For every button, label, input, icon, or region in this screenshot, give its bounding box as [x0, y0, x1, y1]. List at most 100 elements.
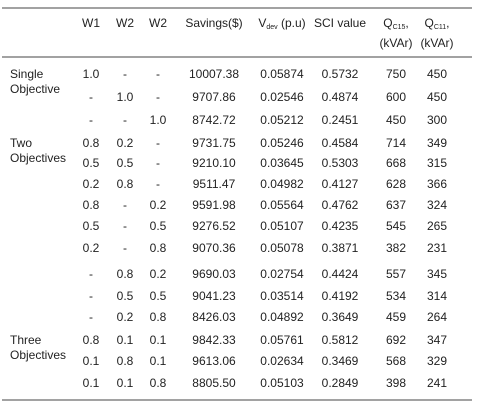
cell: - — [156, 67, 160, 81]
cell: 9842.33 — [192, 333, 236, 347]
cell: - — [123, 241, 127, 255]
cell: 329 — [427, 354, 447, 368]
header-main: V — [258, 16, 266, 30]
cell: 568 — [386, 354, 406, 368]
cell: 9041.23 — [192, 289, 236, 303]
cell: 0.8 — [117, 354, 134, 368]
cell: 0.1 — [83, 376, 100, 390]
group-label: Objective — [10, 82, 60, 96]
cell: - — [123, 67, 127, 81]
cell: 0.2451 — [322, 113, 359, 127]
header-sub: dev — [266, 24, 278, 31]
cell: 324 — [427, 198, 447, 212]
group-label: Two — [10, 136, 32, 150]
cell: 0.8 — [150, 241, 167, 255]
cell: 0.05874 — [260, 67, 304, 81]
cell: 0.03514 — [260, 289, 304, 303]
cell: - — [89, 90, 93, 104]
cell: 0.02754 — [260, 267, 304, 281]
cell: 0.8 — [83, 136, 100, 150]
cell: - — [156, 177, 160, 191]
cell: 264 — [427, 310, 447, 324]
cell: 0.2 — [83, 177, 100, 191]
cell: 9731.75 — [192, 136, 236, 150]
column-header: W2 — [149, 16, 167, 30]
cell: 9276.52 — [192, 219, 236, 233]
cell: - — [156, 156, 160, 170]
cell: 0.8 — [83, 333, 100, 347]
cell: 557 — [386, 267, 406, 281]
cell: 0.3871 — [322, 241, 359, 255]
cell: 545 — [386, 219, 406, 233]
cell: 0.05761 — [260, 333, 304, 347]
cell: 0.1 — [117, 333, 134, 347]
cell: 10007.38 — [189, 67, 239, 81]
cell: 382 — [386, 241, 406, 255]
cell: 0.03645 — [260, 156, 304, 170]
cell: 714 — [386, 136, 406, 150]
cell: 0.5732 — [322, 67, 359, 81]
column-header-unit: (kVAr) — [420, 36, 453, 50]
cell: 366 — [427, 177, 447, 191]
cell: 231 — [427, 241, 447, 255]
cell: 0.5 — [83, 219, 100, 233]
cell: 0.3649 — [322, 310, 359, 324]
cell: 0.1 — [150, 333, 167, 347]
column-header-unit: (kVAr) — [379, 36, 412, 50]
cell: 0.5812 — [322, 333, 359, 347]
cell: - — [89, 113, 93, 127]
cell: 0.05078 — [260, 241, 304, 255]
cell: 0.2 — [117, 310, 134, 324]
cell: 9591.98 — [192, 198, 236, 212]
cell: 0.05212 — [260, 113, 304, 127]
cell: 0.2 — [83, 241, 100, 255]
cell: 0.05564 — [260, 198, 304, 212]
cell: 9690.03 — [192, 267, 236, 281]
cell: 0.2 — [150, 198, 167, 212]
cell: 0.2 — [117, 136, 134, 150]
header-main: Q — [424, 16, 433, 30]
cell: 1.0 — [150, 113, 167, 127]
cell: 0.1 — [150, 354, 167, 368]
cell: 0.2 — [150, 267, 167, 281]
cell: 0.1 — [117, 376, 134, 390]
cell: 0.4584 — [322, 136, 359, 150]
cell: 450 — [386, 113, 406, 127]
cell: 241 — [427, 376, 447, 390]
cell: 9070.36 — [192, 241, 236, 255]
cell: 0.5 — [150, 289, 167, 303]
cell: 534 — [386, 289, 406, 303]
group-label: Objectives — [10, 348, 66, 362]
cell: 0.02546 — [260, 90, 304, 104]
cell: - — [89, 267, 93, 281]
cell: 9707.86 — [192, 90, 236, 104]
cell: 0.05107 — [260, 219, 304, 233]
cell: - — [123, 219, 127, 233]
cell: 0.5 — [117, 156, 134, 170]
cell: 0.8 — [117, 267, 134, 281]
column-header: Savings($) — [185, 16, 242, 30]
column-header: W1 — [82, 16, 100, 30]
cell: 1.0 — [83, 67, 100, 81]
cell: - — [89, 310, 93, 324]
cell: 314 — [427, 289, 447, 303]
cell: 628 — [386, 177, 406, 191]
cell: 0.04892 — [260, 310, 304, 324]
cell: 0.5 — [117, 289, 134, 303]
cell: 398 — [386, 376, 406, 390]
cell: - — [89, 289, 93, 303]
cell: - — [156, 90, 160, 104]
cell: 750 — [386, 67, 406, 81]
cell: 345 — [427, 267, 447, 281]
cell: 0.1 — [83, 354, 100, 368]
cell: 0.8 — [83, 198, 100, 212]
cell: 9613.06 — [192, 354, 236, 368]
cell: 0.5 — [150, 219, 167, 233]
cell: 0.4424 — [322, 267, 359, 281]
header-rest: (p.u) — [278, 16, 306, 30]
column-header: QC15, — [383, 16, 409, 31]
header-rest: , — [405, 16, 408, 30]
cell: 0.4235 — [322, 219, 359, 233]
group-label: Single — [10, 67, 44, 81]
cell: 8426.03 — [192, 310, 236, 324]
